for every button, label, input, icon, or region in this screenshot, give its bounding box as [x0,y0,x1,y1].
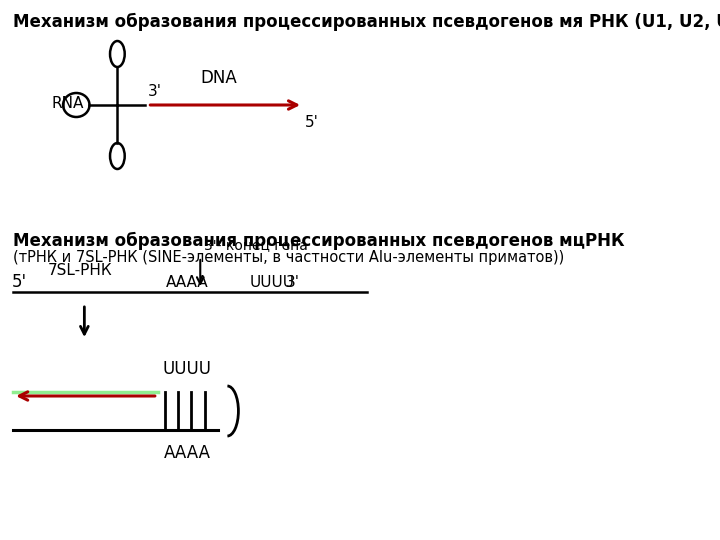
Text: DNA: DNA [200,69,237,87]
Text: Механизм образования процессированных псевдогенов мя РНК (U1, U2, U3): Механизм образования процессированных пс… [13,13,720,31]
Text: UUUU: UUUU [163,360,212,378]
Text: UUUU: UUUU [249,275,294,290]
Text: 3': 3' [286,275,300,290]
Text: 5': 5' [12,273,27,291]
Text: (тРНК и 7SL-РНК (SINE-элементы, в частности Alu-элементы приматов)): (тРНК и 7SL-РНК (SINE-элементы, в частно… [13,250,564,265]
Text: 3': 3' [148,84,161,99]
Text: 3'- конец гена: 3'- конец гена [204,238,308,252]
Text: Механизм образования процессированных псевдогенов мцРНК: Механизм образования процессированных пс… [13,232,625,250]
Text: RNA: RNA [51,96,84,111]
Text: 5': 5' [305,115,319,130]
Text: AAAA: AAAA [166,275,208,290]
Text: AAAA: AAAA [163,444,210,462]
Text: 7SL-РНК: 7SL-РНК [48,263,112,278]
